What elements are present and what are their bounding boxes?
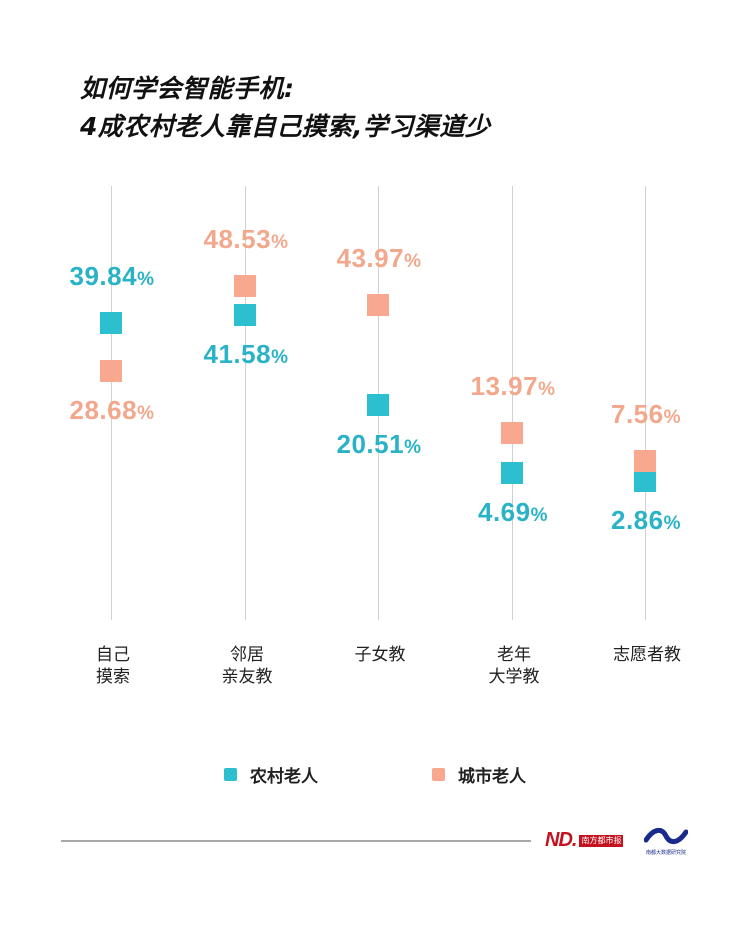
legend-label-urban: 城市老人 [458,767,526,787]
percent-sign: % [663,406,682,428]
institute-logo: 南都大数据研究院 [642,826,690,856]
value-label-rural: 39.84% [70,261,155,292]
institute-name: 南都大数据研究院 [645,850,686,856]
wave-icon [643,828,689,844]
marker-rural [234,304,256,327]
value-number: 43.97 [336,243,405,274]
value-number: 41.58 [203,339,272,370]
gridline [245,186,246,620]
legend-swatch-rural [224,768,237,781]
value-number: 20.51 [336,429,405,460]
marker-rural [634,469,656,492]
legend-swatch-urban [432,768,445,781]
legend-item-rural: 农村老人 [224,762,318,787]
marker-rural [501,461,523,484]
gridline [512,186,513,620]
category-label: 自己 摸索 [96,645,130,687]
marker-urban [634,449,656,472]
percent-sign: % [137,402,155,424]
percent-sign: % [137,268,155,290]
percent-sign: % [530,504,549,526]
chart-title-line2: 4成农村老人靠自己摸索,学习渠道少 [80,112,491,141]
value-label-urban: 48.53% [204,224,289,255]
value-label-urban: 13.97% [471,371,556,402]
nandu-logo: ND. 南方都市报 [545,829,624,852]
marker-urban [234,274,256,297]
value-label-rural: 2.86% [611,505,681,536]
marker-urban [367,294,389,317]
value-number: 48.53 [203,223,272,254]
value-number: 7.56 [610,398,664,429]
percent-sign: % [663,512,682,534]
nd-mark: ND. [545,829,577,851]
legend-item-urban: 城市老人 [432,762,526,787]
value-label-rural: 41.58% [204,339,289,370]
marker-rural [100,311,122,334]
marker-urban [501,422,523,445]
percent-sign: % [538,379,556,401]
chart-title-line1: 如何学会智能手机: [80,74,295,103]
value-label-rural: 20.51% [337,429,422,460]
value-label-urban: 28.68% [70,395,155,426]
value-label-urban: 7.56% [611,399,681,430]
category-label: 子女教 [354,645,406,665]
category-label: 志愿者教 [613,645,681,665]
value-number: 28.68 [69,394,138,425]
value-number: 4.69 [477,496,531,527]
marker-urban [100,359,122,382]
category-label: 老年 大学教 [488,645,540,687]
value-label-rural: 4.69% [478,497,548,528]
value-number: 2.86 [610,504,664,535]
value-number: 13.97 [470,371,539,402]
legend-label-rural: 农村老人 [250,767,318,787]
gridline [645,186,646,620]
footer-divider [61,840,531,842]
category-label: 邻居 亲友教 [221,645,273,687]
chart-title: 如何学会智能手机: 4成农村老人靠自己摸索,学习渠道少 [80,70,490,146]
percent-sign: % [404,251,422,273]
value-label-urban: 43.97% [337,243,422,274]
percent-sign: % [404,437,422,459]
percent-sign: % [271,347,289,369]
nd-wordmark: 南方都市报 [579,834,624,847]
gridline [111,186,112,620]
percent-sign: % [271,231,289,253]
value-number: 39.84 [69,260,138,291]
marker-rural [367,394,389,417]
